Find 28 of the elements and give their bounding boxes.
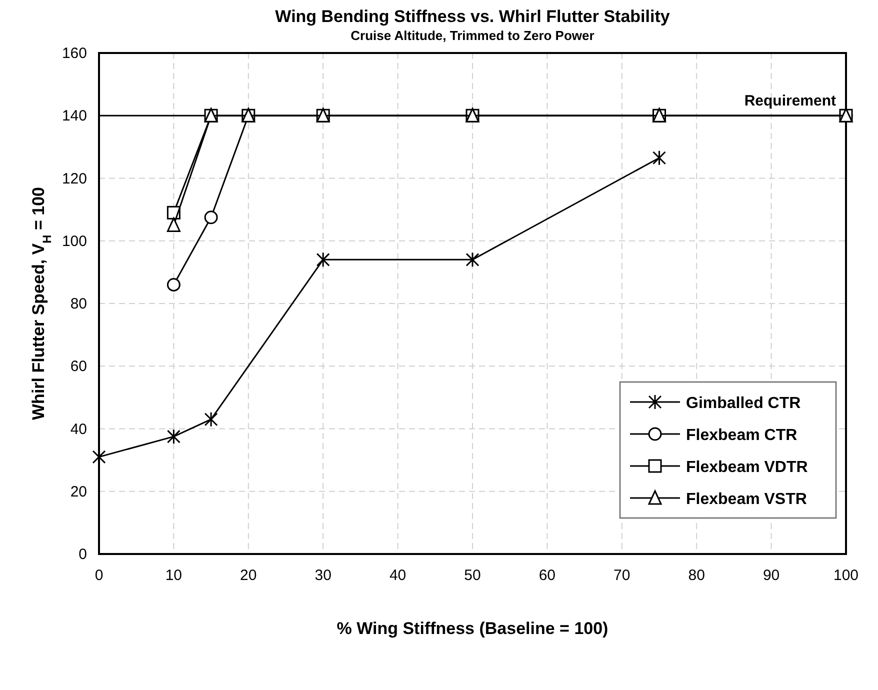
y-tick-label: 140 <box>62 108 87 125</box>
legend-label: Flexbeam CTR <box>686 427 798 444</box>
x-tick-label: 50 <box>464 567 481 584</box>
x-tick-label: 90 <box>762 567 780 584</box>
chart-subtitle: Cruise Altitude, Trimmed to Zero Power <box>350 28 594 43</box>
y-tick-label: 160 <box>62 45 87 62</box>
legend-label: Flexbeam VDTR <box>686 459 808 476</box>
x-axis-title: % Wing Stiffness (Baseline = 100) <box>336 619 608 638</box>
y-tick-label: 0 <box>78 546 87 563</box>
y-tick-label: 120 <box>62 170 87 188</box>
y-tick-label: 60 <box>70 358 87 376</box>
ref-line-label: Requirement <box>744 92 836 110</box>
x-tick-label: 60 <box>538 567 556 584</box>
y-tick-label: 100 <box>62 232 87 250</box>
x-tick-label: 40 <box>389 567 406 584</box>
x-tick-label: 30 <box>314 567 332 584</box>
x-tick-label: 80 <box>688 567 705 584</box>
legend-label: Flexbeam VSTR <box>686 491 808 508</box>
y-tick-label: 40 <box>70 420 87 438</box>
y-tick-label: 80 <box>70 296 87 312</box>
legend-label: Gimballed CTR <box>686 395 802 412</box>
x-tick-label: 100 <box>833 567 859 584</box>
y-tick-label: 20 <box>70 483 87 500</box>
x-tick-label: 10 <box>165 567 182 584</box>
chart-title: Wing Bending Stiffness vs. Whirl Flutter Stability <box>275 7 670 26</box>
x-tick-label: 0 <box>94 567 104 584</box>
x-tick-label: 70 <box>614 567 630 584</box>
x-tick-label: 20 <box>240 567 257 584</box>
